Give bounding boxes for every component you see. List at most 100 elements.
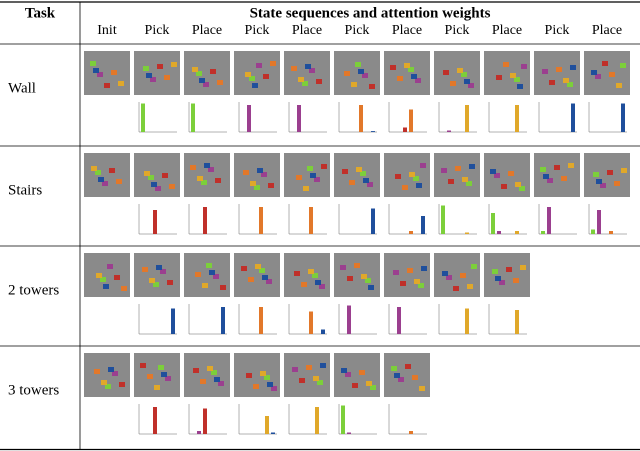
scene-block bbox=[352, 383, 358, 388]
scene-block bbox=[321, 164, 327, 169]
scene-block bbox=[469, 164, 475, 169]
scene-block bbox=[409, 172, 415, 177]
scene-block bbox=[249, 76, 255, 81]
scene-block bbox=[496, 75, 502, 80]
scene-block bbox=[404, 63, 410, 68]
attention-bar bbox=[359, 105, 363, 132]
attention-bar bbox=[515, 310, 519, 334]
scene-block bbox=[561, 176, 567, 181]
scene-block bbox=[503, 62, 509, 67]
scene-block bbox=[418, 283, 424, 288]
scene-block bbox=[455, 166, 461, 171]
scene-block bbox=[568, 163, 574, 168]
scene-block bbox=[494, 173, 500, 178]
attention-bar bbox=[409, 431, 413, 434]
scene-block bbox=[316, 79, 322, 84]
scene-block bbox=[243, 170, 249, 175]
scene-block bbox=[192, 67, 198, 72]
scene-block bbox=[299, 378, 305, 383]
scene-block bbox=[270, 61, 276, 66]
scene-block bbox=[256, 63, 262, 68]
scene-block bbox=[156, 265, 162, 270]
attention-bar bbox=[403, 127, 407, 132]
scene-block bbox=[148, 175, 154, 180]
scene-block bbox=[513, 278, 519, 283]
attention-bar bbox=[171, 308, 175, 334]
scene-block bbox=[160, 269, 166, 274]
scene-block bbox=[144, 171, 150, 176]
scene-block bbox=[420, 163, 426, 168]
task-header: Task bbox=[25, 5, 56, 21]
scene-block bbox=[362, 73, 368, 78]
scene-block bbox=[147, 374, 153, 379]
scene-block bbox=[302, 81, 308, 86]
scene-image bbox=[284, 353, 330, 397]
attention-bar bbox=[197, 431, 201, 434]
scene-block bbox=[255, 264, 261, 269]
scene-block bbox=[306, 365, 312, 370]
attention-bar bbox=[621, 103, 625, 132]
attention-bar bbox=[409, 109, 413, 132]
scene-block bbox=[510, 73, 516, 78]
scene-block bbox=[492, 269, 498, 274]
scene-block bbox=[347, 276, 353, 281]
scene-block bbox=[91, 166, 97, 171]
scene-block bbox=[351, 82, 357, 87]
scene-block bbox=[266, 279, 272, 284]
step-label: Pick bbox=[545, 23, 570, 38]
scene-block bbox=[419, 386, 425, 391]
attention-bar bbox=[491, 213, 495, 234]
step-label: Init bbox=[97, 23, 117, 38]
scene-block bbox=[201, 180, 207, 185]
scene-image bbox=[334, 153, 380, 197]
scene-block bbox=[405, 364, 411, 369]
scene-block bbox=[218, 381, 224, 386]
scene-block bbox=[118, 81, 124, 86]
scene-block bbox=[220, 285, 226, 290]
scene-image bbox=[584, 51, 630, 95]
scene-block bbox=[543, 174, 549, 179]
attention-bar bbox=[309, 311, 313, 334]
scene-block bbox=[214, 377, 220, 382]
scene-block bbox=[154, 385, 160, 390]
scene-block bbox=[252, 83, 258, 88]
scene-image bbox=[134, 253, 180, 297]
attention-bar bbox=[309, 207, 313, 234]
scene-block bbox=[296, 175, 302, 180]
scene-block bbox=[400, 281, 406, 286]
scene-block bbox=[271, 386, 277, 391]
scene-block bbox=[114, 275, 120, 280]
scene-block bbox=[107, 264, 113, 269]
scene-block bbox=[448, 179, 454, 184]
attention-bar bbox=[271, 432, 275, 434]
scene-block bbox=[407, 268, 413, 273]
step-label: Place bbox=[192, 23, 222, 38]
scene-block bbox=[169, 184, 175, 189]
scene-block bbox=[519, 186, 525, 191]
scene-block bbox=[264, 375, 270, 380]
scene-block bbox=[421, 266, 427, 271]
scene-block bbox=[213, 274, 219, 279]
scene-block bbox=[109, 168, 115, 173]
scene-block bbox=[112, 371, 118, 376]
scene-block bbox=[245, 72, 251, 77]
scene-block bbox=[102, 181, 108, 186]
scene-block bbox=[549, 80, 555, 85]
scene-block bbox=[554, 165, 560, 170]
scene-block bbox=[93, 68, 99, 73]
scene-image bbox=[84, 153, 130, 197]
scene-block bbox=[100, 277, 106, 282]
attention-bar bbox=[347, 305, 351, 334]
scene-block bbox=[263, 74, 269, 79]
scene-block bbox=[101, 380, 107, 385]
scene-block bbox=[190, 165, 196, 170]
scene-block bbox=[90, 61, 96, 66]
scene-block bbox=[499, 280, 505, 285]
scene-block bbox=[515, 182, 521, 187]
scene-image bbox=[234, 253, 280, 297]
scene-block bbox=[211, 370, 217, 375]
scene-block bbox=[614, 181, 620, 186]
scene-block bbox=[345, 372, 351, 377]
